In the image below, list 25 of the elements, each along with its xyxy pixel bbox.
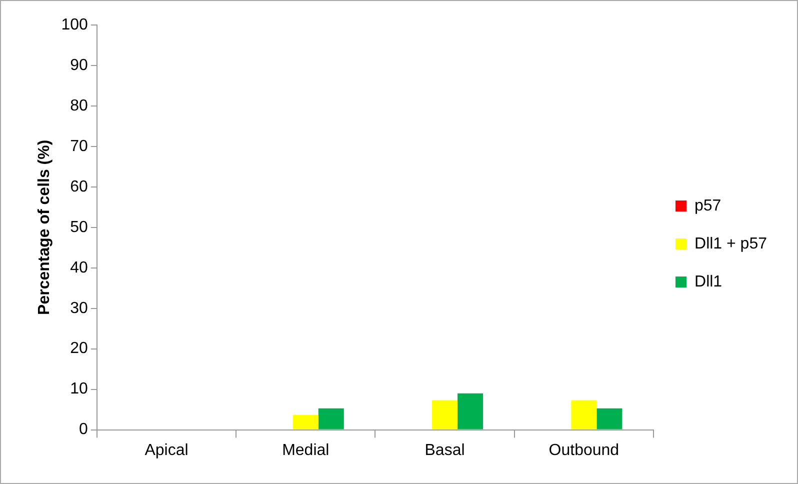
x-tick-label: Basal xyxy=(424,442,465,459)
y-tick-label: 70 xyxy=(70,138,88,155)
y-tick-label: 20 xyxy=(70,340,88,358)
bar xyxy=(458,393,484,430)
y-tick-label: 30 xyxy=(70,300,88,317)
legend-label: Dll1 + p57 xyxy=(694,235,768,252)
x-tick-label: Medial xyxy=(282,442,330,459)
bar xyxy=(318,408,344,430)
y-tick-label: 90 xyxy=(70,56,88,74)
legend-label: Dll1 xyxy=(694,273,722,290)
y-tick-label: 80 xyxy=(70,97,88,114)
x-tick-label: Apical xyxy=(144,442,188,459)
y-tick-label: 0 xyxy=(78,421,88,438)
bar xyxy=(432,400,458,430)
x-tick-label: Outbound xyxy=(548,442,620,459)
y-tick-label: 40 xyxy=(70,259,88,276)
bar xyxy=(292,414,318,430)
y-tick-label: 100 xyxy=(61,16,88,34)
y-axis-title: Percentage of cells (%) xyxy=(36,140,54,315)
legend-label: p57 xyxy=(694,197,722,214)
y-tick-label: 60 xyxy=(70,178,88,196)
bar xyxy=(571,400,597,430)
y-tick-label: 10 xyxy=(70,380,88,398)
y-tick-label: 50 xyxy=(70,218,88,236)
bar xyxy=(596,408,622,430)
